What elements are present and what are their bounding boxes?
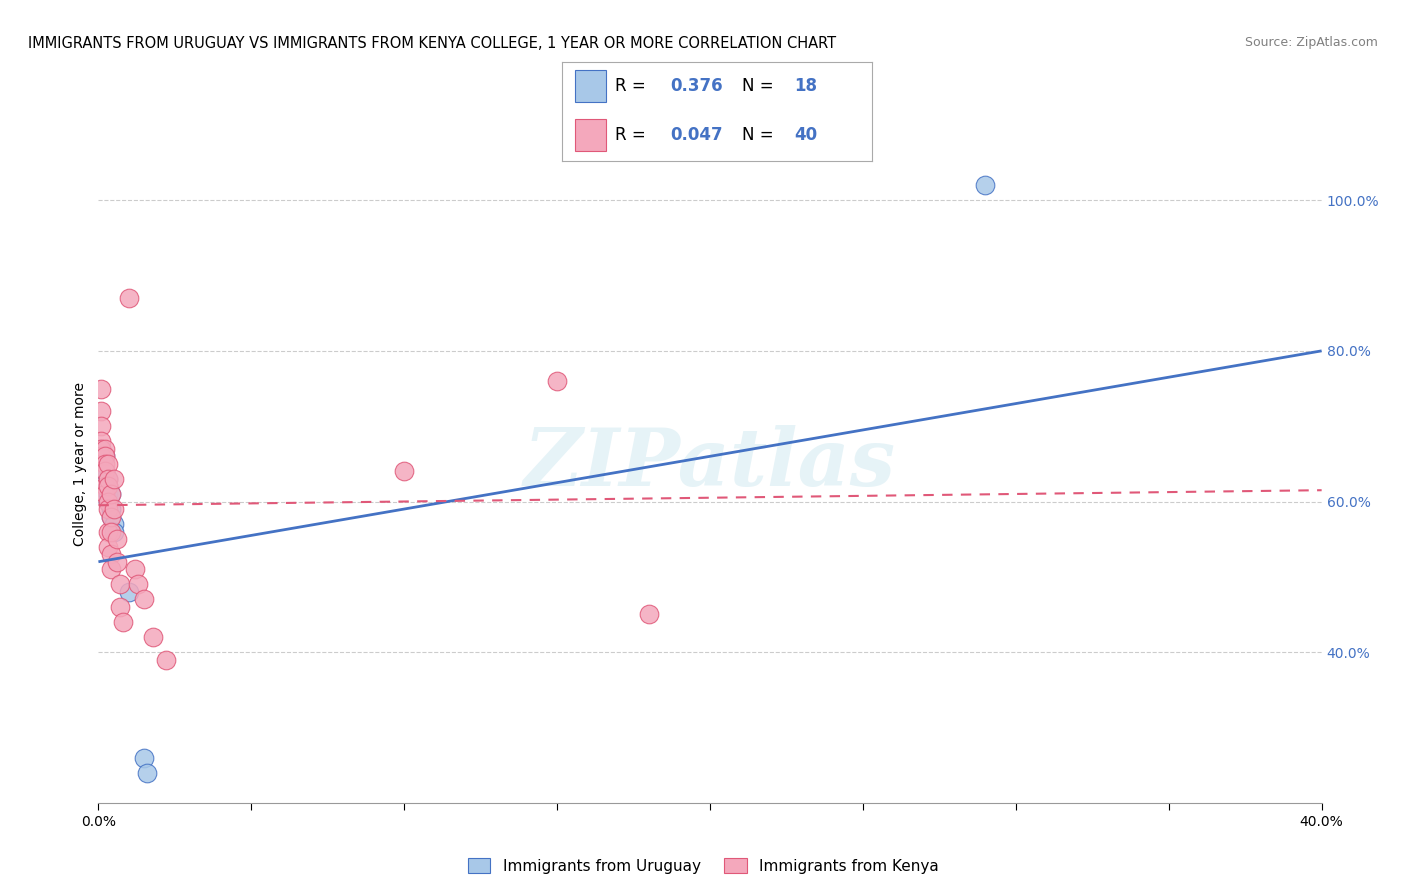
Text: 40: 40 <box>794 126 817 144</box>
Point <box>546 374 568 388</box>
Point <box>100 524 122 539</box>
Point <box>90 450 112 464</box>
Point <box>142 630 165 644</box>
Point <box>97 524 120 539</box>
Point <box>127 577 149 591</box>
FancyBboxPatch shape <box>575 70 606 102</box>
Point <box>974 178 997 193</box>
Point <box>105 555 128 569</box>
Point <box>93 464 115 478</box>
Point <box>103 502 125 516</box>
Point <box>93 464 115 478</box>
Point <box>100 509 122 524</box>
Text: R =: R = <box>614 77 651 95</box>
Text: 18: 18 <box>794 77 817 95</box>
Point <box>118 291 141 305</box>
Point <box>100 502 122 516</box>
Point <box>105 532 128 546</box>
Point <box>100 509 122 524</box>
Point <box>97 494 120 508</box>
Legend: Immigrants from Uruguay, Immigrants from Kenya: Immigrants from Uruguay, Immigrants from… <box>461 852 945 880</box>
Point <box>100 487 122 501</box>
Point <box>108 599 131 614</box>
Text: Source: ZipAtlas.com: Source: ZipAtlas.com <box>1244 36 1378 49</box>
Point <box>93 487 115 501</box>
Text: IMMIGRANTS FROM URUGUAY VS IMMIGRANTS FROM KENYA COLLEGE, 1 YEAR OR MORE CORRELA: IMMIGRANTS FROM URUGUAY VS IMMIGRANTS FR… <box>28 36 837 51</box>
Point <box>103 517 125 532</box>
Y-axis label: College, 1 year or more: College, 1 year or more <box>73 382 87 546</box>
Point <box>97 502 120 516</box>
Point <box>97 472 120 486</box>
Point <box>90 442 112 456</box>
Text: ZIPatlas: ZIPatlas <box>524 425 896 502</box>
Text: N =: N = <box>742 126 779 144</box>
Point <box>392 464 416 478</box>
Point <box>93 450 115 464</box>
Point <box>97 540 120 554</box>
FancyBboxPatch shape <box>575 120 606 151</box>
Point <box>93 457 115 471</box>
Point <box>97 472 120 486</box>
Point <box>93 464 115 478</box>
Point <box>97 487 120 501</box>
Point <box>90 457 112 471</box>
Point <box>108 577 131 591</box>
Text: 0.047: 0.047 <box>671 126 723 144</box>
Point <box>134 750 156 764</box>
Point <box>97 479 120 493</box>
Point <box>111 615 134 629</box>
Text: R =: R = <box>614 126 651 144</box>
Point <box>90 419 112 434</box>
Point <box>90 442 112 456</box>
Point <box>103 472 125 486</box>
Point <box>124 562 146 576</box>
Text: 0.376: 0.376 <box>671 77 723 95</box>
Point <box>637 607 661 622</box>
Point <box>93 479 115 493</box>
Point <box>97 494 120 508</box>
Point <box>136 765 159 780</box>
Point <box>100 487 122 501</box>
Point <box>90 382 112 396</box>
Point <box>134 592 156 607</box>
Point <box>93 442 115 456</box>
Point <box>100 562 122 576</box>
Point <box>103 524 125 539</box>
Point <box>118 585 141 599</box>
Point <box>93 450 115 464</box>
Point <box>97 479 120 493</box>
Point <box>97 457 120 471</box>
Point <box>90 404 112 418</box>
Point <box>155 653 177 667</box>
Point <box>100 547 122 561</box>
Point <box>90 434 112 449</box>
Text: N =: N = <box>742 77 779 95</box>
